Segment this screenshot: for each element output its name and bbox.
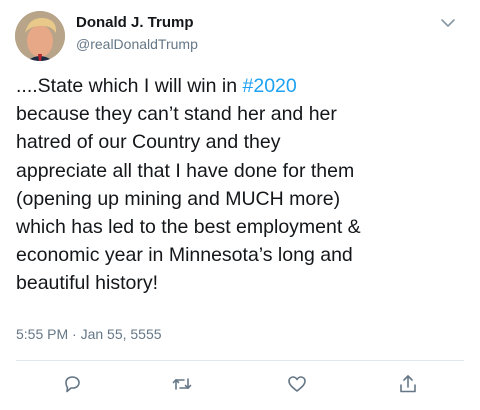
avatar[interactable]: [15, 11, 65, 61]
retweet-icon: [172, 378, 192, 390]
chevron-down-icon[interactable]: [440, 16, 456, 28]
hashtag-link[interactable]: #2020: [242, 75, 297, 97]
timestamp[interactable]: 5:55 PM · Jan 55, 5555: [16, 326, 162, 342]
divider: [16, 360, 464, 361]
tweet-text-part: because they can’t stand her and her hat…: [16, 103, 361, 295]
like-button[interactable]: [286, 373, 308, 395]
author-name[interactable]: Donald J. Trump: [76, 14, 194, 31]
tweet-text: ....State which I will win in #2020 beca…: [16, 72, 474, 298]
share-icon: [400, 375, 416, 393]
retweet-button[interactable]: [171, 373, 193, 395]
profile-photo-icon: [15, 11, 65, 61]
author-handle[interactable]: @realDonaldTrump: [76, 36, 198, 52]
share-button[interactable]: [397, 373, 419, 395]
tweet-text-part: ....State which I will win in: [16, 75, 243, 97]
heart-icon: [288, 376, 306, 392]
reply-button[interactable]: [61, 373, 83, 395]
reply-icon: [65, 376, 80, 393]
